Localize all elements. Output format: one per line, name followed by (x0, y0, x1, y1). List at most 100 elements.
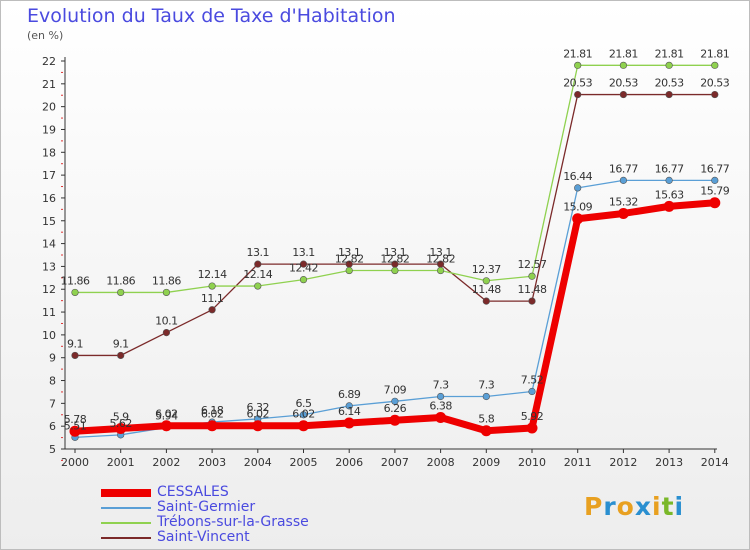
y-tick-label: 17 (42, 169, 56, 182)
legend-item: CESSALES (101, 485, 309, 500)
legend-swatch (101, 506, 151, 509)
data-label: 6.89 (338, 388, 361, 401)
legend-swatch (101, 521, 151, 524)
data-point (526, 422, 538, 434)
data-point (71, 351, 79, 360)
data-point (437, 266, 445, 275)
data-point (482, 297, 490, 305)
data-point (709, 197, 721, 209)
data-label: 16.77 (700, 162, 729, 175)
data-point (574, 90, 582, 99)
data-label: 5.8 (478, 413, 494, 426)
chart-data-labels: 5.78 5.9 6.02 6.02 6.02 6.02 6.14 6.26 6.38 5.8 5.… (61, 47, 731, 432)
data-point (528, 272, 536, 280)
x-tick-label: 2010 (518, 456, 546, 469)
data-label: 16.77 (609, 162, 638, 175)
x-tick-label: 2003 (198, 456, 226, 469)
data-label: 12.14 (198, 268, 227, 281)
y-tick-label: 14 (42, 238, 56, 251)
data-point (480, 425, 492, 437)
data-label: 6.5 (296, 397, 312, 410)
legend-swatch (101, 536, 151, 539)
data-label: 15.79 (700, 185, 729, 198)
chart-data-points (69, 61, 721, 441)
data-label: 6.02 (292, 408, 315, 421)
data-point (482, 392, 490, 401)
x-tick-label: 2012 (609, 456, 637, 469)
data-point (208, 282, 216, 290)
legend-item: Trébons-sur-la-Grasse (101, 515, 309, 530)
data-label: 5.92 (521, 410, 544, 423)
data-point (435, 412, 447, 424)
data-point (482, 277, 490, 285)
logo-letter: t (661, 492, 675, 521)
data-label: 13.1 (292, 246, 315, 259)
data-point (69, 425, 81, 437)
data-point (391, 397, 399, 405)
data-point (619, 61, 628, 69)
data-label: 6.02 (155, 408, 178, 421)
y-tick-label: 6 (49, 420, 56, 433)
data-label: 20.53 (655, 77, 684, 90)
legend-item: Saint-Vincent (101, 530, 309, 545)
data-label: 5.9 (113, 410, 129, 423)
data-point (252, 420, 264, 432)
x-tick-label: 2001 (107, 456, 135, 469)
data-point (299, 276, 308, 284)
data-point (299, 411, 308, 419)
legend-label: Saint-Vincent (157, 529, 250, 545)
data-point (162, 329, 170, 337)
chart-legend: CESSALES Saint-Germier Trébons-sur-la-Gras… (101, 485, 309, 545)
data-label: 20.53 (700, 77, 729, 90)
logo-letter: r (603, 492, 617, 521)
data-label: 6.38 (429, 400, 452, 413)
data-label: 12.82 (335, 253, 364, 266)
data-point (208, 306, 216, 314)
data-point (619, 90, 628, 99)
data-label: 16.44 (563, 170, 592, 183)
data-label: 11.86 (61, 274, 90, 287)
x-tick-label: 2007 (381, 456, 409, 469)
data-label: 15.09 (563, 201, 592, 214)
x-tick-label: 2006 (335, 456, 363, 469)
data-point (343, 417, 355, 429)
logo-letter: i (652, 492, 662, 521)
logo-letter: x (634, 492, 652, 521)
chart-title: Evolution du Taux de Taxe d'Habitation (27, 5, 396, 27)
data-point (298, 420, 309, 432)
data-label: 7.09 (384, 383, 407, 396)
logo-letter: o (616, 492, 635, 521)
data-point (254, 260, 262, 268)
data-point (711, 176, 719, 184)
data-label: 13.1 (429, 246, 452, 259)
data-point (391, 266, 399, 275)
y-tick-label: 21 (42, 78, 56, 91)
data-label: 15.63 (655, 188, 684, 201)
data-point (437, 392, 445, 401)
legend-label: Trébons-sur-la-Grasse (157, 514, 309, 530)
x-tick-label: 2014 (701, 456, 729, 469)
data-point (528, 297, 536, 305)
data-point (711, 90, 719, 99)
legend-swatch (101, 488, 151, 497)
x-tick-label: 2000 (61, 456, 89, 469)
chart-tick-labels: 5 6 7 8 9 10 11 12 13 14 15 16 17 18 19 20 21 22 2000 2001 2… (42, 55, 729, 469)
x-tick-label: 2002 (152, 456, 180, 469)
data-label: 6.26 (384, 402, 407, 415)
data-point (345, 266, 353, 275)
data-label: 21.81 (563, 47, 592, 60)
data-point (711, 61, 719, 69)
data-label: 13.1 (247, 246, 270, 259)
data-label: 11.86 (152, 274, 181, 287)
y-tick-label: 16 (42, 192, 56, 205)
y-tick-label: 11 (42, 306, 56, 319)
data-point (619, 176, 628, 184)
data-label: 20.53 (563, 77, 592, 90)
data-point (162, 288, 170, 297)
data-label: 7.3 (478, 379, 494, 392)
y-tick-label: 9 (49, 352, 56, 365)
x-tick-label: 2008 (427, 456, 455, 469)
data-point (117, 351, 125, 360)
